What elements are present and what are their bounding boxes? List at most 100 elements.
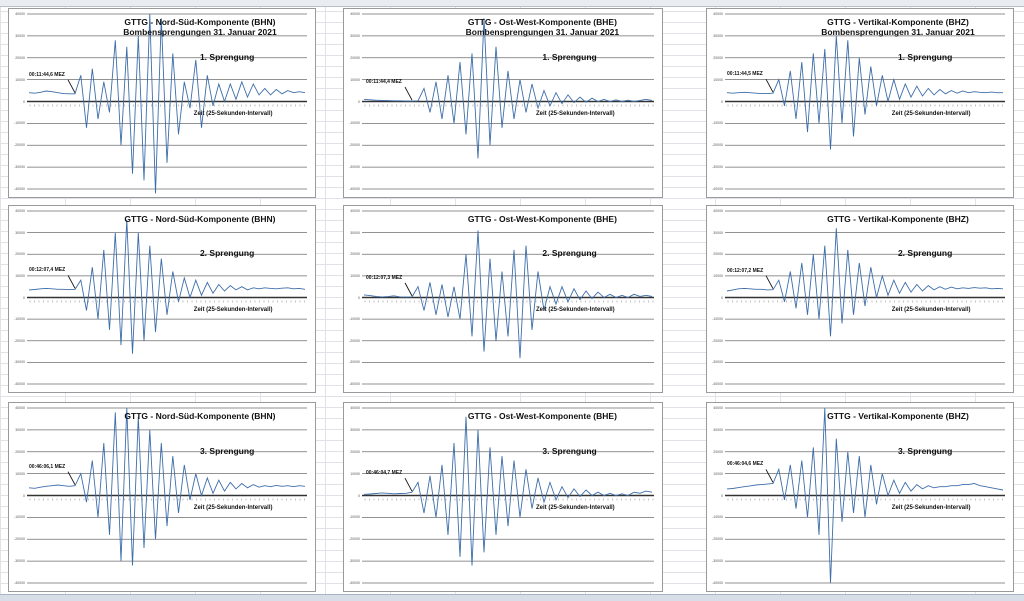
onset-arrow bbox=[67, 471, 76, 485]
y-tick-label: -10000 bbox=[712, 515, 723, 520]
y-tick-label: 20000 bbox=[713, 252, 723, 257]
plot-area bbox=[362, 210, 654, 385]
y-tick-label: 10000 bbox=[350, 273, 360, 278]
onset-time-annotation: 00:11:44,4 MEZ bbox=[366, 79, 402, 86]
y-tick-label: -20000 bbox=[14, 338, 25, 343]
y-tick-label: -30000 bbox=[349, 165, 360, 170]
y-tick-label: 10000 bbox=[713, 471, 723, 476]
y-tick-label: 0 bbox=[358, 295, 360, 300]
x-axis-label: Zeit (25-Sekunden-Intervall) bbox=[536, 307, 615, 314]
x-axis-label: Zeit (25-Sekunden-Intervall) bbox=[193, 505, 273, 512]
seismogram-chart[interactable]: 40000 30000 20000 10000 0 -10000 -20000 -30000 -… bbox=[8, 8, 316, 198]
y-tick-label: -10000 bbox=[14, 515, 25, 520]
y-tick-label: 20000 bbox=[350, 55, 360, 60]
onset-time-annotation: 00:11:44,5 MEZ bbox=[727, 71, 763, 78]
plot-area bbox=[27, 407, 307, 584]
seismogram-chart[interactable]: 40000 30000 20000 10000 0 -10000 -20000 -30000 -… bbox=[8, 205, 316, 393]
seismogram-chart[interactable]: 40000 30000 20000 10000 0 -10000 -20000 -30000 -… bbox=[343, 8, 663, 198]
chart-title: GTTG - Nord-Süd-Komponente (BHN) bbox=[120, 214, 280, 224]
chart-title: GTTG - Nord-Süd-Komponente (BHN) bbox=[120, 411, 280, 421]
seismogram-chart[interactable]: 40000 30000 20000 10000 0 -10000 -20000 -30000 -… bbox=[343, 402, 663, 592]
chart-title-line: Bombensprengungen 31. Januar 2021 bbox=[465, 27, 620, 37]
waveform-series bbox=[363, 230, 653, 359]
y-tick-label: 30000 bbox=[350, 230, 360, 235]
onset-time-annotation: 00:46:06,1 MEZ bbox=[29, 463, 66, 470]
y-tick-label: 30000 bbox=[15, 427, 25, 432]
y-tick-label: -40000 bbox=[14, 187, 25, 191]
y-tick-label: 40000 bbox=[350, 209, 360, 213]
waveform-series bbox=[28, 219, 306, 354]
y-tick-label: 40000 bbox=[713, 12, 723, 16]
onset-arrow bbox=[67, 79, 76, 94]
blast-label: 3. Sprengung bbox=[897, 445, 953, 456]
column-header-bar bbox=[0, 0, 1024, 7]
waveform-series bbox=[28, 13, 306, 194]
y-tick-label: 10000 bbox=[350, 471, 360, 476]
chart-title: GTTG - Ost-West-Komponente (BHE) bbox=[459, 411, 625, 421]
y-tick-label: 0 bbox=[721, 295, 723, 300]
y-tick-label: -10000 bbox=[712, 121, 723, 126]
y-tick-label: 10000 bbox=[713, 273, 723, 278]
y-tick-label: -20000 bbox=[349, 338, 360, 343]
blast-label: 2. Sprengung bbox=[897, 248, 953, 259]
onset-arrow bbox=[404, 478, 413, 492]
waveform-series bbox=[726, 407, 1004, 584]
sheet-tab-bar[interactable] bbox=[0, 594, 1024, 601]
y-tick-label: 40000 bbox=[350, 406, 360, 410]
y-tick-label: -20000 bbox=[712, 143, 723, 148]
y-tick-label: 30000 bbox=[350, 33, 360, 38]
y-tick-label: -30000 bbox=[712, 360, 723, 365]
y-tick-label: 20000 bbox=[15, 252, 25, 257]
y-tick-label: 10000 bbox=[350, 77, 360, 82]
onset-time-annotation: 00:12:07,2 MEZ bbox=[727, 267, 764, 274]
y-tick-label: -10000 bbox=[14, 317, 25, 322]
seismogram-chart[interactable]: 40000 30000 20000 10000 0 -10000 -20000 -30000 -… bbox=[706, 205, 1014, 393]
seismogram-chart[interactable]: 40000 30000 20000 10000 0 -10000 -20000 -30000 -… bbox=[706, 8, 1014, 198]
seismogram-chart[interactable]: 40000 30000 20000 10000 0 -10000 -20000 -30000 -… bbox=[706, 402, 1014, 592]
y-tick-label: 40000 bbox=[15, 12, 25, 16]
y-tick-label: -40000 bbox=[712, 581, 723, 585]
chart-title-line: GTTG - Ost-West-Komponente (BHE) bbox=[467, 214, 617, 224]
y-tick-label: 0 bbox=[358, 493, 360, 498]
onset-arrow bbox=[404, 86, 413, 101]
blast-label: 2. Sprengung bbox=[542, 248, 597, 259]
y-tick-label: -40000 bbox=[349, 187, 360, 191]
plot-area bbox=[725, 13, 1005, 190]
blast-label: 1. Sprengung bbox=[542, 51, 597, 62]
seismogram-chart[interactable]: 40000 30000 20000 10000 0 -10000 -20000 -30000 -… bbox=[343, 205, 663, 393]
onset-arrow bbox=[67, 275, 76, 289]
y-tick-label: -20000 bbox=[712, 537, 723, 542]
seismogram-chart[interactable]: 40000 30000 20000 10000 0 -10000 -20000 -30000 -… bbox=[8, 402, 316, 592]
chart-title-line: GTTG - Vertikal-Komponente (BHZ) bbox=[827, 17, 969, 27]
onset-arrow bbox=[404, 282, 413, 297]
y-tick-label: -30000 bbox=[14, 165, 25, 170]
chart-title-line: Bombensprengungen 31. Januar 2021 bbox=[123, 27, 277, 37]
y-tick-label: 10000 bbox=[713, 77, 723, 82]
onset-time-annotation: 00:12:07,3 MEZ bbox=[366, 274, 403, 281]
y-tick-label: -20000 bbox=[349, 537, 360, 542]
chart-title: GTTG - Nord-Süd-Komponente (BHN) Bombensp… bbox=[120, 17, 280, 37]
y-tick-label: -20000 bbox=[14, 143, 25, 148]
x-axis-label: Zeit (25-Sekunden-Intervall) bbox=[536, 111, 615, 118]
plot-area bbox=[362, 13, 654, 190]
chart-title-line: GTTG - Vertikal-Komponente (BHZ) bbox=[827, 411, 969, 421]
y-tick-label: 0 bbox=[23, 295, 25, 300]
y-tick-label: -40000 bbox=[712, 382, 723, 386]
chart-title: GTTG - Ost-West-Komponente (BHE) bbox=[459, 214, 625, 224]
blast-label: 1. Sprengung bbox=[897, 51, 953, 62]
y-tick-label: -20000 bbox=[14, 537, 25, 542]
y-tick-label: -10000 bbox=[349, 121, 360, 126]
y-tick-label: 40000 bbox=[15, 209, 25, 213]
onset-time-annotation: 00:12:07,4 MEZ bbox=[29, 267, 66, 274]
y-tick-label: 10000 bbox=[15, 77, 25, 82]
y-tick-label: -30000 bbox=[712, 559, 723, 564]
x-axis-label: Zeit (25-Sekunden-Intervall) bbox=[193, 111, 273, 118]
x-axis-label: Zeit (25-Sekunden-Intervall) bbox=[891, 307, 971, 314]
y-tick-label: 0 bbox=[23, 99, 25, 104]
y-tick-label: -10000 bbox=[349, 515, 360, 520]
y-tick-label: -40000 bbox=[14, 382, 25, 386]
blast-label: 3. Sprengung bbox=[199, 445, 255, 456]
waveform-series bbox=[363, 18, 653, 159]
plot-area bbox=[725, 407, 1005, 584]
chart-title-line: Bombensprengungen 31. Januar 2021 bbox=[821, 27, 975, 37]
